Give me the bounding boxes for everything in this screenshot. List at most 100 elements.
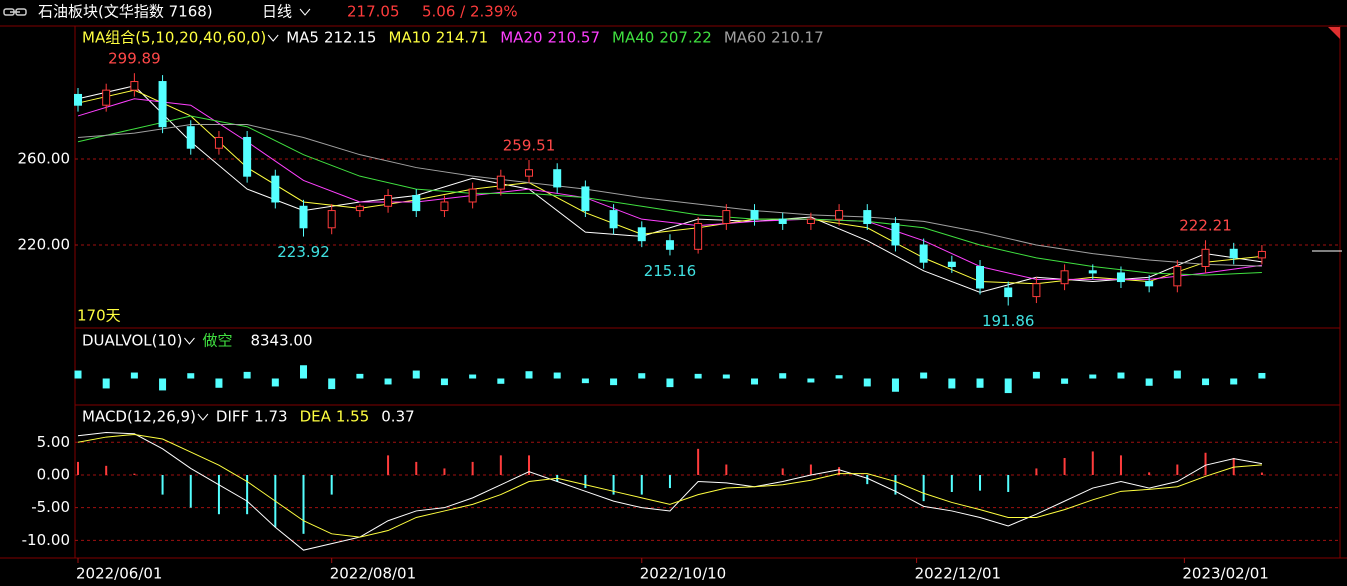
macd-bar	[640, 474, 643, 495]
volume-bar	[384, 378, 392, 385]
legend-title: MA组合(5,10,20,40,60,0)	[82, 29, 266, 47]
macd-bar	[528, 455, 531, 475]
y-tick-label: -5.00	[31, 498, 70, 516]
macd-bar	[189, 474, 192, 508]
candle-body	[694, 222, 703, 250]
candle-body	[299, 205, 308, 229]
volume-bar	[920, 372, 928, 379]
volume-bar	[948, 378, 956, 389]
volume-bar	[130, 372, 138, 379]
candle-body	[1229, 248, 1238, 259]
volume-bar	[1145, 378, 1153, 386]
candle-body	[891, 222, 900, 246]
macd-bar	[950, 474, 953, 492]
price-change: 5.06 / 2.39%	[422, 3, 518, 21]
candle-body	[609, 210, 618, 229]
candle-body	[778, 218, 787, 224]
candle-body	[947, 261, 956, 267]
candle-body	[665, 240, 674, 250]
dropdown-icon[interactable]	[299, 8, 311, 16]
y-tick-label: 0.00	[37, 465, 70, 483]
macd-bar	[668, 474, 671, 489]
macd-bar	[1232, 457, 1235, 475]
macd-bar	[1119, 455, 1122, 475]
macd-bar	[584, 474, 587, 489]
legend-value: 1.55	[336, 408, 369, 426]
legend-signal: 做空	[202, 332, 232, 350]
volume-bar	[271, 378, 279, 387]
y-tick-label: -10.00	[22, 531, 70, 549]
macd-bar	[133, 473, 136, 475]
legend-value: 214.71	[436, 29, 489, 47]
volume-bar	[863, 378, 871, 387]
volume-bar	[666, 378, 674, 388]
legend-name: MA60	[724, 29, 766, 47]
instrument-title: 石油板块(文华指数 7168)	[38, 3, 213, 21]
macd-line	[77, 431, 1262, 551]
low-label: 191.86	[982, 312, 1035, 330]
legend-name: MA40	[612, 29, 654, 47]
macd-bar	[894, 474, 897, 495]
candle-body	[1060, 270, 1069, 285]
corner-marker	[1328, 27, 1340, 39]
low-label: 223.92	[277, 243, 330, 261]
span-label: 170天	[77, 307, 121, 325]
macd-bar	[1204, 452, 1207, 475]
volume-bar	[553, 372, 561, 379]
legend-title: DUALVOL(10)	[82, 332, 182, 350]
macd-bar	[105, 465, 108, 475]
macd-bar	[781, 468, 784, 475]
high-label: 299.89	[108, 50, 161, 68]
candle-body	[440, 201, 449, 212]
candle-body	[722, 210, 731, 224]
legend-value: 210.57	[548, 29, 601, 47]
macd-bar	[1176, 464, 1179, 475]
volume-bar	[159, 378, 167, 391]
macd-bar	[246, 474, 249, 515]
x-tick-label: 2022/10/10	[640, 565, 726, 583]
dropdown-icon[interactable]	[184, 337, 195, 345]
dropdown-icon[interactable]	[267, 34, 279, 42]
candle-body	[74, 93, 82, 106]
legend-value: 207.22	[659, 29, 712, 47]
legend-name: DIFF	[216, 408, 249, 426]
volume-bar	[976, 378, 984, 388]
period[interactable]: 日线	[262, 3, 292, 21]
macd-bar	[499, 455, 502, 475]
legend-value: 1.73	[254, 408, 287, 426]
low-label: 215.16	[644, 262, 697, 280]
volume-bar	[412, 370, 420, 379]
macd-bar	[471, 461, 474, 475]
macd-bar	[330, 474, 333, 495]
macd-bar	[1148, 472, 1151, 475]
volume-bar	[1061, 378, 1069, 384]
volume-bar	[1202, 378, 1210, 386]
high-label: 222.21	[1179, 217, 1232, 235]
legend-value: 8343.00	[250, 332, 312, 350]
volume-bar	[610, 378, 618, 386]
link-icon[interactable]	[3, 8, 27, 16]
y-tick-label: 5.00	[37, 433, 70, 451]
y-tick-label: 220.00	[18, 235, 71, 253]
volume-bar	[807, 378, 815, 383]
macd-bar	[387, 455, 390, 475]
volume-bar	[215, 378, 223, 388]
macd-bar	[697, 448, 700, 475]
candle-body	[158, 81, 167, 128]
legend-name: MA10	[388, 29, 430, 47]
legend-name: DEA	[300, 408, 332, 426]
candle-body	[130, 81, 139, 91]
macd-bar	[1035, 468, 1038, 475]
volume-bar	[1173, 370, 1181, 379]
dropdown-icon[interactable]	[197, 413, 209, 421]
candle-body	[214, 136, 223, 149]
candle-body	[976, 265, 985, 289]
volume-bar	[328, 378, 336, 390]
volume-bar	[779, 373, 787, 379]
candle-body	[1088, 270, 1097, 274]
volume-bar	[638, 373, 646, 379]
macd-bar	[1260, 472, 1263, 475]
volume-bar	[1004, 378, 1012, 394]
last-price: 217.05	[347, 3, 400, 21]
